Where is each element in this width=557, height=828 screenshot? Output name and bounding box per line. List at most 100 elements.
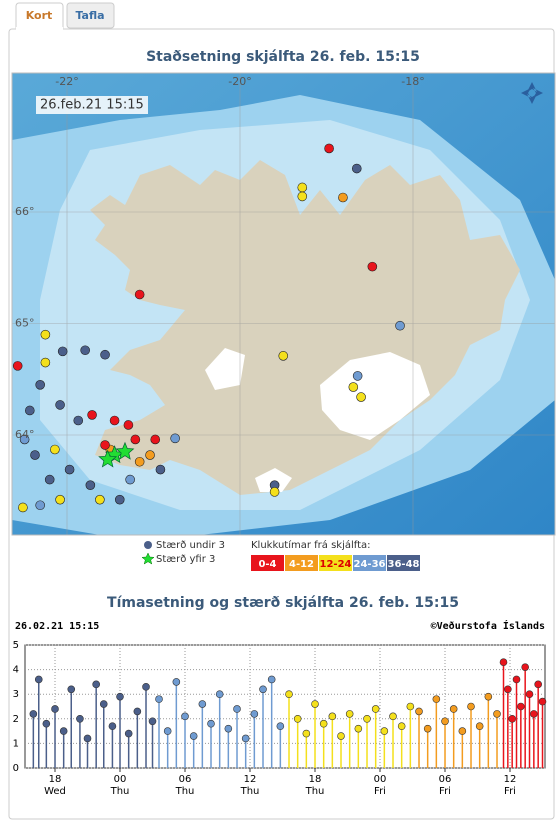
- quake: [114, 494, 125, 505]
- quake: [348, 382, 359, 392]
- point: [475, 722, 484, 730]
- quake: [123, 420, 134, 430]
- x-day-label: Thu: [110, 786, 130, 797]
- point: [133, 707, 142, 716]
- point: [267, 675, 276, 684]
- quake: [85, 480, 96, 490]
- y-tick-label: 4: [13, 665, 19, 676]
- quake: [338, 192, 348, 203]
- legend-star: [141, 552, 155, 565]
- map-title: Staðsetning skjálfta 26. feb. 15:15: [146, 49, 420, 65]
- lon-label: -18°: [401, 75, 424, 88]
- quake: [35, 500, 45, 511]
- age-label: 24-36: [354, 559, 386, 570]
- y-tick-label: 2: [13, 714, 19, 725]
- point: [512, 675, 521, 684]
- quake: [40, 357, 51, 368]
- point: [293, 714, 302, 723]
- point: [241, 734, 250, 743]
- quake: [50, 444, 60, 455]
- x-tick-label: 00: [374, 774, 387, 785]
- tab[interactable]: Kort: [26, 9, 53, 22]
- quake: [155, 464, 166, 475]
- quakes: [12, 143, 405, 513]
- point: [59, 727, 68, 735]
- iceland: [90, 160, 520, 495]
- quake: [30, 450, 40, 460]
- point: [345, 710, 354, 718]
- age-swatch: [353, 555, 386, 571]
- point: [285, 690, 293, 699]
- point: [142, 683, 150, 691]
- point: [148, 717, 157, 726]
- quake-star: [98, 449, 118, 468]
- quake: [134, 289, 145, 300]
- point: [250, 710, 259, 718]
- x-day-label: Thu: [305, 786, 325, 797]
- point: [108, 722, 117, 730]
- lon-label: -20°: [228, 75, 251, 88]
- point: [198, 700, 207, 708]
- age-swatch: [285, 555, 318, 571]
- y-tick-label: 1: [13, 738, 19, 749]
- quake: [352, 371, 363, 381]
- point: [371, 705, 380, 713]
- legend-label: Stærð undir 3: [156, 540, 225, 551]
- point: [92, 680, 100, 689]
- quake: [87, 410, 97, 420]
- point: [517, 702, 525, 711]
- quake: [12, 361, 23, 371]
- point: [83, 734, 92, 743]
- point: [215, 690, 224, 699]
- lat-label: 64°: [15, 428, 35, 441]
- quake: [269, 487, 280, 497]
- point: [34, 675, 43, 684]
- point: [493, 710, 501, 718]
- x-tick-label: 18: [309, 774, 322, 785]
- point: [504, 685, 512, 694]
- point: [207, 719, 215, 728]
- quake: [134, 456, 145, 467]
- lat-label: 65°: [15, 317, 35, 330]
- x-day-label: Wed: [44, 786, 66, 797]
- age-label: 4-12: [289, 559, 314, 570]
- point: [397, 722, 406, 730]
- point: [508, 714, 516, 723]
- quake: [73, 415, 84, 426]
- plot-frame: [24, 644, 546, 769]
- quake: [109, 415, 120, 426]
- tab-inactive[interactable]: [66, 2, 115, 29]
- point: [224, 724, 233, 733]
- graticule: [12, 73, 555, 535]
- lat-label: 66°: [15, 205, 35, 218]
- compass[interactable]: [521, 82, 543, 104]
- x-day-label: Fri: [439, 786, 451, 797]
- quake: [35, 380, 45, 390]
- x-tick-label: 12: [504, 774, 517, 785]
- age-label: 12-24: [320, 559, 352, 570]
- age-label: 0-4: [258, 559, 276, 570]
- point: [484, 692, 493, 701]
- plot: 01234518Wed00Thu06Thu12Thu18Thu00Fri06Fr…: [13, 640, 547, 797]
- point: [276, 722, 285, 730]
- point: [530, 710, 538, 718]
- tab[interactable]: Tafla: [75, 9, 104, 22]
- glacier: [320, 352, 430, 440]
- quake: [356, 392, 366, 402]
- x-tick-label: 18: [49, 774, 62, 785]
- point: [449, 705, 458, 713]
- timestamp-box: [36, 96, 148, 114]
- quake: [170, 433, 180, 444]
- point: [76, 714, 84, 723]
- x-day-label: Fri: [504, 786, 516, 797]
- point: [181, 712, 189, 721]
- point: [458, 727, 467, 735]
- quake: [145, 450, 155, 460]
- x-day-label: Fri: [374, 786, 386, 797]
- x-tick-label: 06: [179, 774, 192, 785]
- legend-label: Stærð yfir 3: [156, 554, 215, 565]
- x-day-label: Thu: [175, 786, 195, 797]
- point: [172, 678, 181, 686]
